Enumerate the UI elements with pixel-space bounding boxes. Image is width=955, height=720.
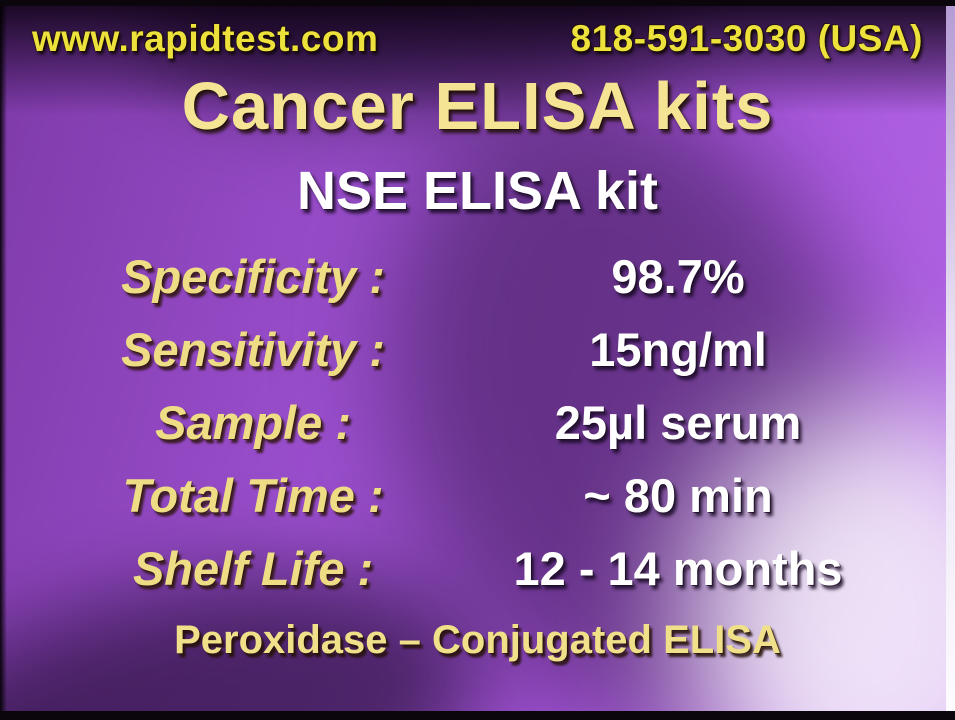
spec-value: 98.7%: [611, 250, 745, 303]
kit-subtitle: NSE ELISA kit: [296, 161, 659, 221]
website-url: www.rapidtest.com: [32, 18, 379, 59]
conjugate-note: Peroxidase – Conjugated ELISA: [174, 618, 781, 662]
spec-label: Sample :: [155, 396, 352, 449]
spec-value: 25µl serum: [554, 396, 802, 449]
spec-list: Specificity : 98.7% Sensitivity : 15ng/m…: [0, 240, 955, 605]
page-title: Cancer ELISA kits: [181, 69, 774, 144]
spec-row-total-time: Total Time : ~ 80 min: [0, 459, 955, 532]
spec-value: ~ 80 min: [583, 469, 773, 522]
top-black-bar: [0, 0, 955, 6]
phone-number: 818-591-3030 (USA): [570, 18, 923, 59]
spec-label: Specificity :: [121, 250, 385, 303]
spec-row-specificity: Specificity : 98.7%: [0, 240, 955, 313]
spec-label: Shelf Life :: [132, 542, 374, 595]
topbar: www.rapidtest.com 818-591-3030 (USA): [0, 14, 955, 64]
spec-label: Sensitivity :: [121, 323, 385, 376]
spec-label: Total Time :: [122, 469, 384, 522]
bottom-black-bar: [0, 711, 955, 720]
spec-value: 12 - 14 months: [513, 542, 843, 595]
spec-row-sensitivity: Sensitivity : 15ng/ml: [0, 313, 955, 386]
spec-row-sample: Sample : 25µl serum: [0, 386, 955, 459]
spec-value: 15ng/ml: [589, 323, 767, 376]
spec-row-shelf-life: Shelf Life : 12 - 14 months: [0, 532, 955, 605]
